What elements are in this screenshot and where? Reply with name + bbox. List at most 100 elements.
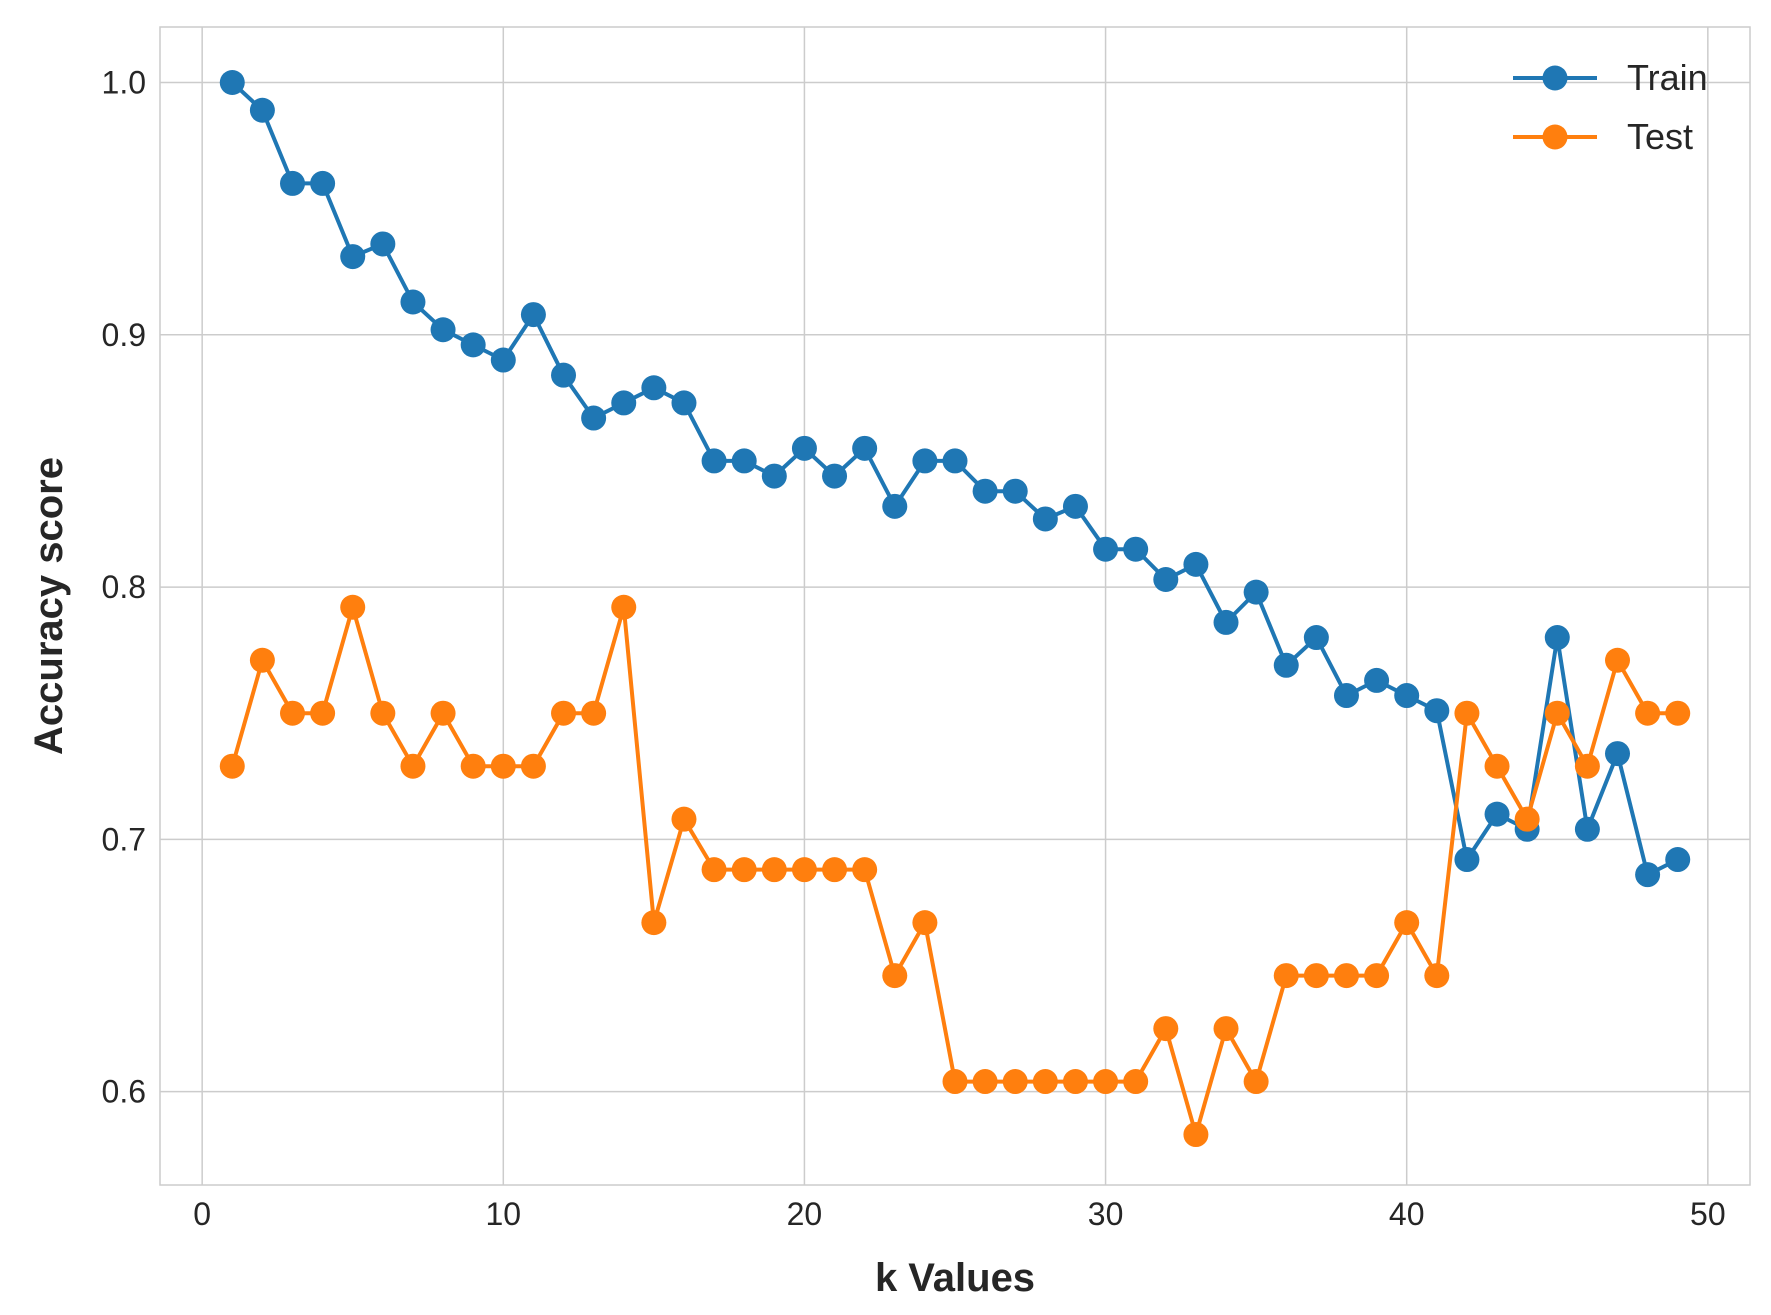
data-point-test	[520, 753, 546, 779]
data-point-test	[611, 594, 637, 620]
data-point-train	[641, 375, 667, 401]
data-point-train	[791, 435, 817, 461]
data-point-test	[1303, 963, 1329, 989]
data-point-test	[1243, 1069, 1269, 1095]
data-point-test	[912, 910, 938, 936]
x-tick-label: 20	[787, 1196, 823, 1232]
data-point-train	[942, 448, 968, 474]
data-point-train	[1213, 609, 1239, 635]
data-point-test	[641, 910, 667, 936]
data-point-test	[310, 700, 336, 726]
data-point-train	[1665, 847, 1691, 873]
data-point-train	[1333, 683, 1359, 709]
data-point-train	[520, 302, 546, 328]
data-point-train	[1364, 667, 1390, 693]
legend-marker	[1542, 124, 1568, 150]
data-point-train	[280, 170, 305, 196]
x-axis-label: k Values	[875, 1256, 1035, 1300]
data-point-train	[1123, 536, 1149, 562]
legend-label: Test	[1627, 116, 1693, 157]
data-point-test	[1002, 1069, 1028, 1095]
x-tick-label: 10	[485, 1196, 521, 1232]
data-point-test	[1665, 700, 1691, 726]
data-point-test	[761, 857, 787, 883]
data-point-train	[731, 448, 757, 474]
y-tick-label: 1.0	[102, 65, 146, 101]
data-point-test	[430, 700, 456, 726]
legend: Train Test	[1513, 57, 1708, 157]
y-tick-label: 0.9	[102, 317, 146, 353]
data-point-test	[1032, 1069, 1058, 1095]
data-point-train	[551, 362, 577, 388]
y-tick-label: 0.8	[102, 569, 146, 605]
data-point-test	[1574, 753, 1600, 779]
data-point-test	[1183, 1122, 1209, 1148]
data-point-train	[1635, 862, 1661, 888]
data-point-test	[701, 857, 727, 883]
data-point-test	[490, 753, 516, 779]
data-point-train	[430, 317, 456, 343]
tick-labels: 0 10 20 30 40 50 0.6 0.7 0.8 0.9 1.0	[102, 65, 1726, 1232]
y-axis-label: Accuracy score	[27, 457, 71, 755]
data-point-test	[1153, 1016, 1179, 1042]
data-point-train	[1484, 801, 1510, 827]
data-point-test	[972, 1069, 998, 1095]
data-point-train	[1062, 493, 1088, 519]
data-point-train	[1574, 816, 1600, 842]
data-point-test	[1213, 1016, 1239, 1042]
data-point-train	[370, 231, 396, 257]
data-point-train	[852, 435, 878, 461]
data-point-train	[1303, 625, 1329, 651]
x-tick-label: 40	[1389, 1196, 1425, 1232]
series-group	[219, 70, 1691, 1148]
data-point-test	[1484, 753, 1510, 779]
data-point-train	[1243, 579, 1269, 605]
data-point-train	[249, 97, 275, 123]
data-point-train	[219, 70, 245, 96]
data-point-train	[1002, 478, 1028, 504]
data-point-test	[671, 806, 697, 832]
data-point-test	[1062, 1069, 1088, 1095]
data-point-train	[1424, 698, 1450, 724]
data-point-train	[490, 347, 516, 373]
data-point-test	[852, 857, 878, 883]
data-point-train	[1605, 741, 1630, 767]
x-tick-label: 30	[1088, 1196, 1124, 1232]
data-point-test	[942, 1069, 968, 1095]
data-point-train	[1394, 683, 1420, 709]
data-point-train	[581, 405, 607, 431]
data-point-test	[731, 857, 757, 883]
y-tick-label: 0.6	[102, 1074, 146, 1110]
data-point-test	[460, 753, 486, 779]
data-point-test	[1635, 700, 1661, 726]
data-point-test	[1424, 963, 1450, 989]
grid	[160, 27, 1750, 1185]
data-point-train	[671, 390, 697, 416]
data-point-test	[551, 700, 577, 726]
data-point-test	[1123, 1069, 1149, 1095]
data-point-test	[1544, 700, 1570, 726]
data-point-train	[1183, 551, 1209, 577]
data-point-train	[1032, 506, 1058, 532]
data-point-test	[1273, 963, 1299, 989]
x-tick-label: 50	[1690, 1196, 1726, 1232]
data-point-train	[822, 463, 848, 489]
data-point-test	[882, 963, 908, 989]
data-point-test	[400, 753, 426, 779]
data-point-test	[1394, 910, 1420, 936]
data-point-train	[460, 332, 486, 358]
plot-area	[159, 26, 1751, 1186]
y-tick-label: 0.7	[102, 821, 146, 857]
data-point-test	[1333, 963, 1359, 989]
data-point-train	[400, 289, 426, 315]
data-point-train	[1544, 625, 1570, 651]
data-point-test	[1454, 700, 1480, 726]
data-point-train	[701, 448, 727, 474]
data-point-test	[1605, 647, 1630, 673]
data-point-train	[1093, 536, 1119, 562]
data-point-test	[1364, 963, 1390, 989]
data-point-test	[1093, 1069, 1119, 1095]
data-point-test	[249, 647, 275, 673]
